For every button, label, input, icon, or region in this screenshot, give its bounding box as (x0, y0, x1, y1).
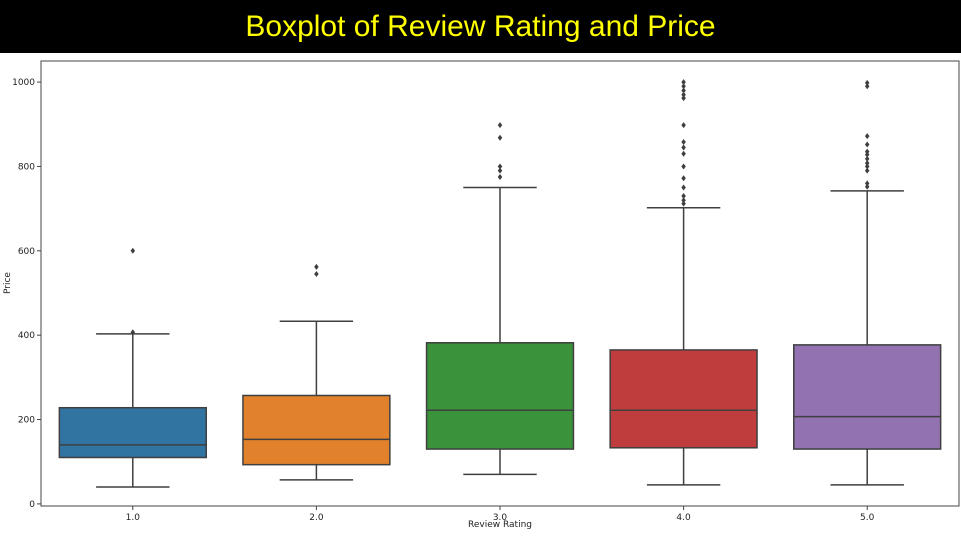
outlier-point (681, 91, 686, 98)
y-tick-label: 200 (18, 416, 35, 426)
outlier-point (314, 271, 319, 278)
outlier-point (681, 184, 686, 191)
outlier-point (864, 141, 870, 148)
y-tick-label: 600 (18, 247, 35, 257)
outlier-point (497, 167, 503, 174)
outlier-point (497, 134, 503, 141)
y-tick-label: 400 (18, 331, 35, 341)
y-tick-label: 1000 (12, 78, 35, 88)
x-tick-label: 5.0 (860, 513, 875, 523)
outlier-point (681, 87, 686, 94)
box (609, 349, 758, 449)
outlier-point (864, 163, 870, 170)
outlier-point (497, 173, 503, 180)
outlier-point (681, 79, 686, 86)
outlier-point (681, 197, 686, 204)
x-axis: 1.0 2.0 3.0 4.0 5.0 (126, 506, 875, 523)
y-tick-label: 800 (18, 162, 35, 172)
outlier-point (497, 122, 503, 129)
outlier-point (864, 133, 870, 140)
chart-title: Boxplot of Review Rating and Price (245, 9, 716, 43)
x-tick-label: 2.0 (309, 513, 324, 523)
outlier-point (864, 167, 870, 174)
outlier-point (681, 200, 686, 207)
outlier-point (497, 163, 503, 170)
x-tick-label: 3.0 (493, 513, 508, 523)
x-tick-label: 4.0 (676, 513, 691, 523)
box (425, 342, 575, 450)
outlier-point (681, 95, 686, 102)
outlier-point (864, 155, 870, 162)
x-tick-label: 1.0 (126, 513, 141, 523)
box-group (242, 263, 391, 481)
y-tick-label: 0 (29, 500, 35, 510)
x-axis-label: Review Rating (468, 520, 532, 530)
outlier-point (864, 180, 870, 187)
outlier-point (681, 83, 686, 90)
box (242, 394, 391, 466)
outlier-point (681, 122, 686, 129)
outlier-point (681, 163, 686, 170)
outlier-point (681, 175, 686, 182)
box-group (425, 122, 575, 476)
box (793, 344, 942, 450)
outlier-point (130, 247, 136, 254)
boxes (58, 79, 942, 488)
box-group (609, 79, 758, 486)
box (58, 406, 207, 459)
outlier-point (314, 263, 319, 270)
box-group (793, 79, 942, 486)
outlier-point (864, 148, 870, 155)
y-axis: 0 200 400 600 800 1000 (12, 78, 41, 510)
outlier-point (681, 192, 686, 199)
outlier-point (681, 150, 686, 157)
outlier-point (681, 138, 686, 145)
outlier-point (864, 83, 870, 90)
title-bar: Boxplot of Review Rating and Price (0, 0, 961, 53)
y-axis-label: Price (3, 272, 13, 294)
outlier-point (864, 183, 870, 190)
outlier-point (130, 329, 136, 336)
outlier-point (681, 144, 686, 151)
outlier-point (864, 160, 870, 167)
box-group (58, 247, 207, 488)
